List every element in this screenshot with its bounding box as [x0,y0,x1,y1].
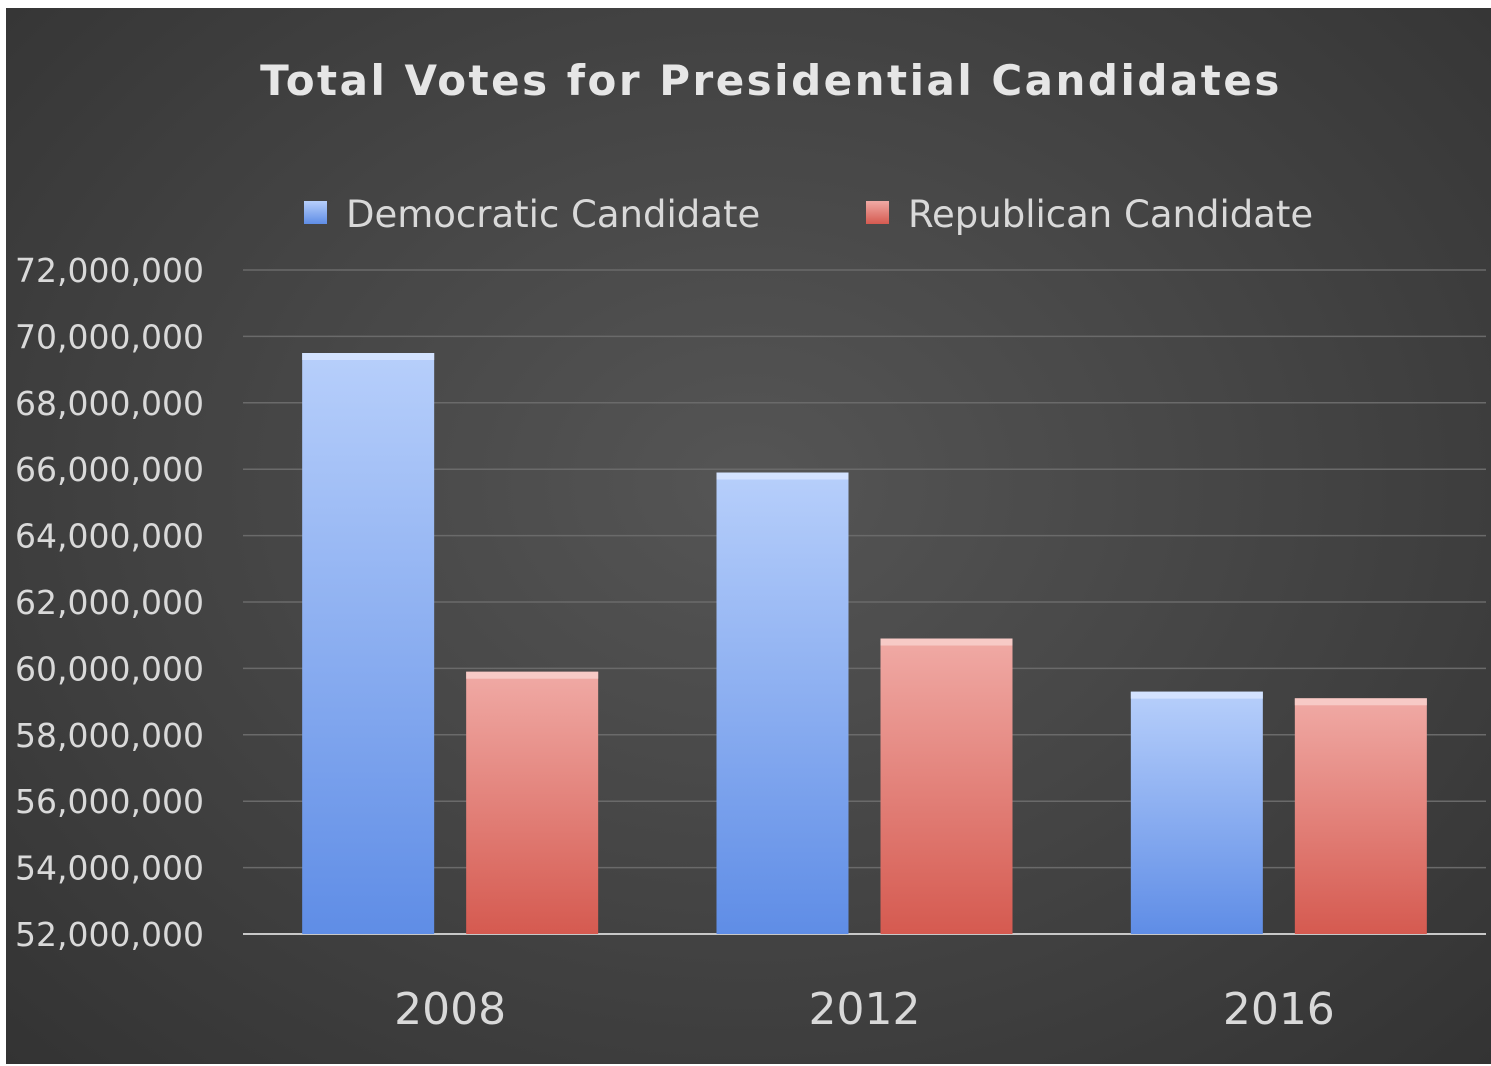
legend-swatch-republican [866,201,889,224]
legend: Democratic Candidate Republican Candidate [304,193,1313,236]
bar-highlight [716,472,849,480]
bar-highlight [466,671,599,679]
y-axis: 52,000,000 54,000,000 56,000,000 58,000,000… [15,251,204,954]
y-tick-label: 68,000,000 [15,384,204,423]
y-tick-label: 66,000,000 [15,450,204,489]
y-tick-label: 52,000,000 [15,915,204,954]
x-category-label: 2016 [1223,984,1335,1035]
bar-republican-2012 [880,638,1013,934]
y-tick-label: 56,000,000 [15,782,204,821]
x-category-label: 2008 [394,984,506,1035]
bar-democratic-2008 [302,353,435,934]
y-tick-label: 62,000,000 [15,583,204,622]
y-tick-label: 70,000,000 [15,317,204,356]
legend-swatch-democratic [304,201,327,224]
legend-label-republican: Republican Candidate [908,193,1313,236]
bar-republican-2008 [466,671,599,934]
bar-republican-2016 [1294,698,1427,934]
bar-democratic-2016 [1130,691,1263,934]
bar-highlight [1130,691,1263,699]
x-category-label: 2012 [809,984,921,1035]
bar-democratic-2012 [716,472,849,934]
y-tick-label: 64,000,000 [15,517,204,556]
y-tick-label: 72,000,000 [15,251,204,290]
chart-frame: Total Votes for Presidential Candidates … [6,8,1491,1064]
y-tick-label: 54,000,000 [15,849,204,888]
y-tick-label: 60,000,000 [15,649,204,688]
bar-highlight [880,638,1013,646]
chart-title: Total Votes for Presidential Candidates [260,56,1282,105]
bar-highlight [302,353,435,360]
legend-label-democratic: Democratic Candidate [346,193,760,236]
bar-chart: Total Votes for Presidential Candidates … [15,56,1486,1035]
bars [302,353,1427,934]
y-tick-label: 58,000,000 [15,716,204,755]
gridlines [243,269,1486,935]
bar-highlight [1294,698,1427,706]
x-axis: 2008 2012 2016 [394,984,1335,1035]
